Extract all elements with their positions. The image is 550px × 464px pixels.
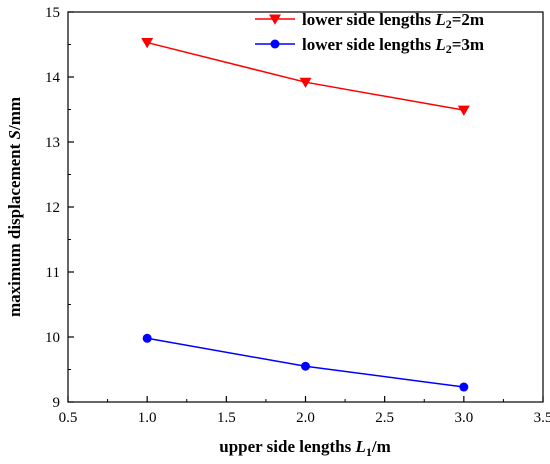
legend: lower side lengths L2=2m lower side lengt…: [255, 10, 484, 56]
x-tick-label: 1.0: [138, 410, 157, 426]
y-tick-label: 10: [45, 330, 60, 346]
series-2-point: [301, 361, 310, 371]
legend-1-marker: [269, 14, 281, 25]
x-tick-label: 2.5: [375, 410, 394, 426]
plot-area: [67, 11, 544, 403]
series-2-point: [459, 382, 469, 392]
y-tick-label: 11: [46, 265, 60, 281]
legend-2-marker: [270, 39, 280, 49]
series-1-point: [141, 38, 154, 49]
y-axis: 9 10 11 12 13 14 15: [45, 5, 74, 411]
x-tick-label: 3.5: [534, 410, 550, 426]
series-2-point: [142, 333, 152, 343]
x-axis-title: upper side lengths L1/m: [219, 437, 390, 459]
legend-2-label: lower side lengths L2=3m: [302, 35, 484, 56]
legend-1-label: lower side lengths L2=2m: [302, 10, 484, 31]
x-tick-label: 2.0: [296, 410, 315, 426]
y-tick-label: 13: [45, 135, 60, 151]
y-tick-label: 14: [45, 70, 61, 86]
y-tick-label: 12: [45, 200, 60, 216]
series-1-point: [457, 105, 470, 116]
x-axis: 0.5 1.0 1.5 2.0 2.5 3.0 3.5: [59, 396, 550, 426]
x-tick-label: 1.5: [217, 410, 236, 426]
y-tick-label: 9: [53, 395, 61, 411]
y-tick-label: 15: [45, 5, 60, 21]
y-axis-title: maximum displacement S/mm: [5, 97, 24, 317]
x-tick-label: 0.5: [59, 410, 78, 426]
series-1-point: [299, 77, 312, 88]
series-layer: [141, 38, 470, 392]
x-tick-label: 3.0: [454, 410, 473, 426]
